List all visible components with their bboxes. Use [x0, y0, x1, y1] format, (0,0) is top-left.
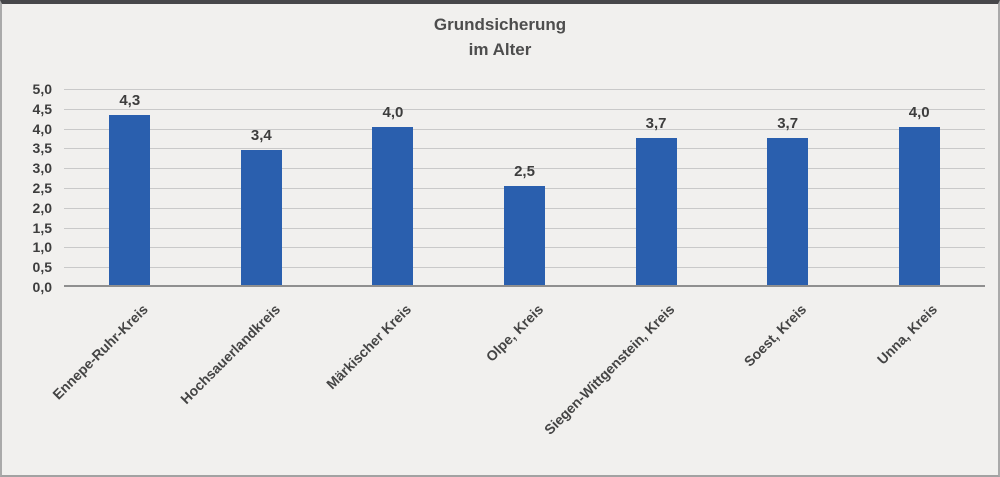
gridline — [64, 108, 985, 110]
bar — [898, 126, 940, 285]
x-axis-category-label: Unna, Kreis — [874, 301, 941, 368]
y-axis-tick-label: 1,0 — [32, 239, 52, 256]
x-axis-category-label: Ennepe-Ruhr-Kreis — [49, 301, 152, 403]
x-axis-category-label: Olpe, Kreis — [482, 301, 546, 365]
x-axis-category-label: Hochsauerlandkreis — [176, 301, 283, 407]
gridline — [64, 148, 985, 150]
bar-value-label: 4,0 — [908, 103, 930, 121]
y-axis-tick-label: 2,5 — [32, 180, 52, 196]
bar — [504, 186, 545, 285]
chart-title-line-1: Grundsicherung — [433, 15, 567, 34]
y-axis-tick-label: 5,0 — [32, 81, 52, 97]
gridline — [64, 89, 985, 90]
y-axis-tick-label: 3,0 — [32, 160, 52, 177]
y-axis-tick-label: 0,0 — [32, 279, 52, 295]
y-axis-tick-label: 2,0 — [32, 199, 52, 216]
y-axis-tick-label: 4,5 — [32, 100, 52, 117]
bar — [109, 114, 151, 285]
bar-value-label: 4,0 — [382, 103, 404, 121]
bar-value-label: 2,5 — [514, 163, 535, 180]
y-axis-tick-label: 3,5 — [32, 140, 52, 157]
bar-value-label: 4,3 — [119, 91, 141, 109]
bar — [635, 138, 677, 285]
bar — [240, 150, 282, 285]
y-axis-tick-label: 0,5 — [32, 259, 52, 276]
chart-title: Grundsicherung im Alter — [2, 12, 998, 62]
bar-value-label: 3,4 — [250, 127, 272, 145]
y-axis-tick-label: 1,5 — [32, 219, 52, 236]
bar — [372, 126, 414, 285]
bar — [767, 138, 809, 285]
chart-title-line-2: im Alter — [468, 40, 532, 59]
plot-area: 5,0 4,5 4,0 3,5 3,0 2,5 2,0 1,5 1,0 0,5 0,0 4,3 Enne… — [33, 81, 985, 438]
gridline — [64, 168, 985, 170]
x-axis-category-label: Siegen-Wittgenstein, Kreis — [540, 301, 678, 438]
x-axis-category-label: Soest, Kreis — [740, 301, 809, 370]
y-axis-tick-label: 4,0 — [32, 120, 52, 137]
bar-value-label: 3,7 — [645, 115, 667, 133]
bar-value-label: 3,7 — [777, 115, 799, 133]
x-axis-category-label: Märkischer Kreis — [323, 301, 415, 393]
gridline — [64, 128, 985, 130]
